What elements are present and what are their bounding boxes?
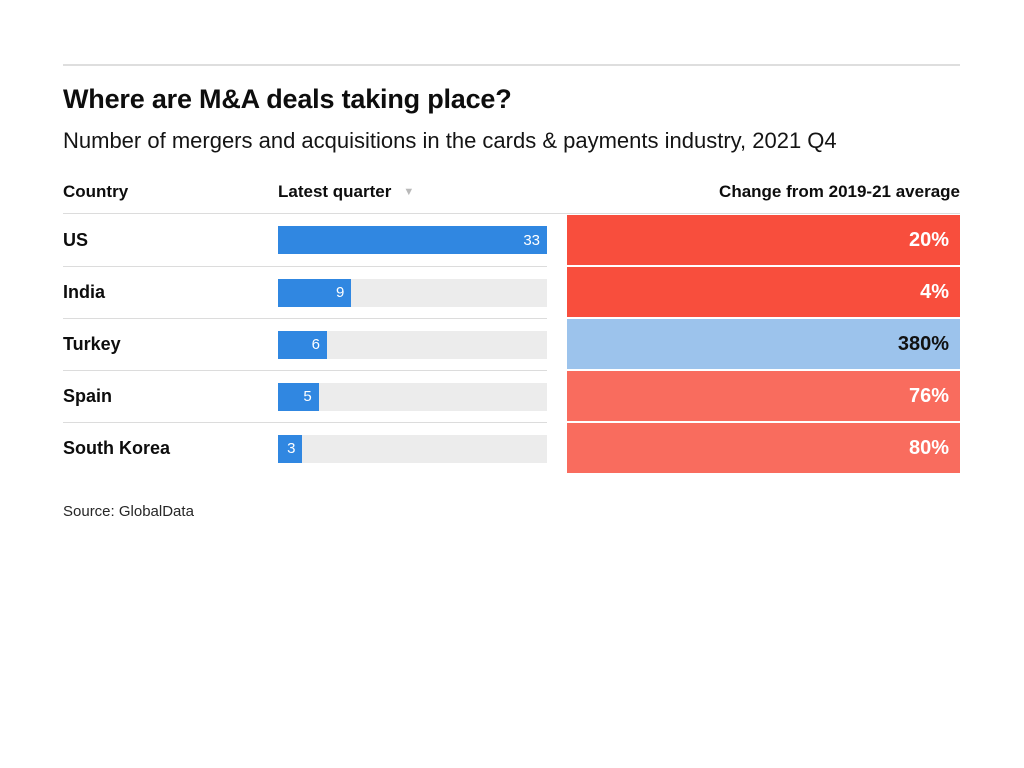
table-row: US 33 20% [63, 214, 960, 266]
column-header-country[interactable]: Country [63, 182, 129, 201]
change-cell: 76% [567, 371, 960, 421]
quarter-value-label: 6 [311, 336, 320, 353]
quarter-bar: 5 [278, 382, 319, 411]
table-row: South Korea 3 80% [63, 422, 960, 474]
quarter-value-label: 3 [287, 440, 296, 457]
page-subtitle: Number of mergers and acquisitions in th… [63, 128, 837, 153]
change-cell: 380% [567, 319, 960, 369]
table-row: India 9 4% [63, 266, 960, 318]
quarter-bar-track: 6 [278, 330, 547, 359]
row-left-section: Turkey 6 [63, 318, 547, 370]
quarter-bar-track: 33 [278, 226, 547, 254]
quarter-bar: 6 [278, 330, 327, 359]
quarter-bar: 3 [278, 434, 303, 463]
quarter-bar-track: 9 [278, 278, 547, 307]
row-left-section: India 9 [63, 266, 547, 318]
row-left-section: US 33 [63, 214, 547, 266]
row-left-section: South Korea 3 [63, 422, 547, 474]
country-label: South Korea [63, 438, 171, 458]
row-left-section: Spain 5 [63, 370, 547, 422]
top-divider [63, 64, 960, 66]
table-row: Spain 5 76% [63, 370, 960, 422]
column-header-latest-quarter-label: Latest quarter [278, 182, 392, 201]
quarter-bar-track: 3 [278, 434, 547, 463]
source-attribution: Source: GlobalData [63, 503, 194, 520]
quarter-bar-track: 5 [278, 382, 547, 411]
quarter-bar: 33 [278, 226, 547, 254]
quarter-value-label: 33 [523, 231, 540, 249]
column-header-latest-quarter[interactable]: Latest quarter ▼ [278, 182, 547, 202]
table-row: Turkey 6 380% [63, 318, 960, 370]
page-title: Where are M&A deals taking place? [63, 84, 512, 114]
quarter-bar: 9 [278, 278, 352, 307]
country-label: Turkey [63, 334, 121, 354]
change-cell: 80% [567, 423, 960, 473]
column-header-change[interactable]: Change from 2019-21 average [719, 182, 960, 201]
chart-card: Where are M&A deals taking place? Number… [63, 0, 960, 520]
table-rows: US 33 20% India 9 4% Turkey 6 380% Spain 5 76% South… [63, 214, 960, 474]
country-label: Spain [63, 386, 113, 406]
quarter-value-label: 9 [336, 284, 345, 301]
change-cell: 4% [567, 267, 960, 317]
country-label: India [63, 282, 106, 302]
sort-descending-icon: ▼ [403, 185, 415, 198]
quarter-value-label: 5 [303, 388, 312, 405]
change-cell: 20% [567, 215, 960, 265]
table-header-row: Country Latest quarter ▼ Change from 201… [63, 171, 960, 214]
country-label: US [63, 229, 89, 250]
